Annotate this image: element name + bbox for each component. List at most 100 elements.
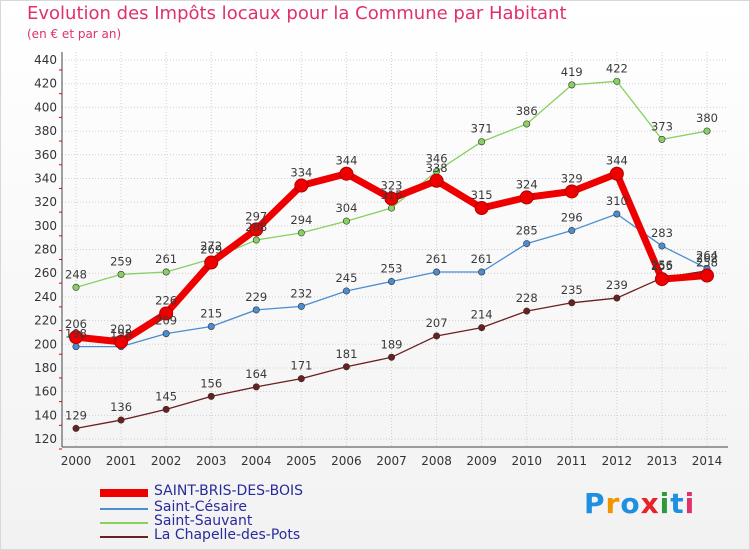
data-point-saint-sauvant: [613, 77, 621, 85]
data-point-saint-bris-des-bois: [609, 166, 624, 181]
legend-swatch: [100, 522, 148, 524]
legend-label: Saint-Césaire: [154, 499, 247, 515]
chart-title: Evolution des Impôts locaux pour la Comm…: [27, 3, 567, 24]
data-label-saint-bris-des-bois: 269: [200, 243, 222, 257]
data-point-saint-sauvant: [162, 268, 170, 276]
brand-letter: i: [684, 487, 696, 520]
y-tick-label: 400: [34, 100, 57, 114]
y-tick-label: 300: [34, 219, 57, 233]
y-tick-label: 180: [34, 361, 57, 375]
data-label-saint-bris-des-bois: 324: [516, 177, 538, 191]
data-label-saint-bris-des-bois: 344: [606, 154, 628, 168]
data-point-saint-sauvant: [297, 229, 305, 237]
legend-label: SAINT-BRIS-DES-BOIS: [154, 483, 304, 499]
legend-swatch: [100, 508, 148, 510]
data-point-la-chapelle-des-pots: [252, 383, 260, 391]
y-tick-label: 260: [34, 266, 57, 280]
brand-letter: x: [640, 487, 660, 520]
data-label-saint-cesaire: 198: [65, 327, 87, 341]
data-label-saint-cesaire: 253: [381, 261, 403, 275]
data-label-la-chapelle-des-pots: 156: [200, 376, 222, 390]
data-point-saint-bris-des-bois: [159, 306, 174, 321]
data-label-la-chapelle-des-pots: 171: [290, 359, 312, 373]
data-label-saint-bris-des-bois: 323: [381, 179, 403, 193]
data-point-saint-bris-des-bois: [654, 272, 669, 287]
x-tick-label: 2007: [376, 454, 407, 468]
y-tick-label: 120: [34, 432, 57, 446]
data-point-saint-bris-des-bois: [249, 222, 264, 237]
data-label-saint-cesaire: 229: [245, 290, 267, 304]
y-tick-label: 380: [34, 124, 57, 138]
y-tick-label: 340: [34, 171, 57, 185]
data-point-saint-bris-des-bois: [384, 191, 399, 206]
data-point-saint-sauvant: [703, 127, 711, 135]
data-label-saint-cesaire: 245: [335, 271, 357, 285]
data-point-la-chapelle-des-pots: [117, 416, 125, 424]
data-label-saint-bris-des-bois: 226: [155, 293, 177, 307]
data-label-saint-sauvant: 373: [651, 119, 673, 133]
data-label-saint-sauvant: 419: [561, 65, 583, 79]
legend-label: La Chapelle-des-Pots: [154, 527, 301, 543]
x-tick-label: 2009: [466, 454, 497, 468]
data-label-saint-sauvant: 371: [471, 122, 493, 136]
data-label-saint-sauvant: 288: [245, 220, 267, 234]
data-point-saint-cesaire: [568, 227, 576, 235]
data-point-saint-sauvant: [478, 138, 486, 146]
brand-letter: o: [620, 487, 641, 520]
y-tick-label: 280: [34, 243, 57, 257]
data-label-saint-sauvant: 248: [65, 267, 87, 281]
data-label-la-chapelle-des-pots: 235: [561, 283, 583, 297]
data-label-saint-cesaire: 198: [110, 327, 132, 341]
y-tick-label: 320: [34, 195, 57, 209]
data-point-la-chapelle-des-pots: [207, 392, 215, 400]
y-tick-label: 440: [34, 53, 57, 67]
y-tick-label: 200: [34, 337, 57, 351]
data-point-saint-bris-des-bois: [700, 268, 714, 283]
data-point-saint-sauvant: [387, 204, 395, 212]
data-point-la-chapelle-des-pots: [387, 353, 395, 361]
x-tick-label: 2013: [647, 454, 678, 468]
data-label-saint-sauvant: 272: [200, 239, 222, 253]
data-label-saint-sauvant: 294: [290, 213, 312, 227]
x-tick-label: 2004: [241, 454, 272, 468]
data-label-la-chapelle-des-pots: 189: [381, 337, 403, 351]
data-point-saint-sauvant: [658, 135, 666, 143]
brand-letter: i: [659, 487, 671, 520]
data-label-saint-bris-des-bois: 206: [65, 317, 87, 331]
data-label-la-chapelle-des-pots: 164: [245, 367, 267, 381]
data-label-saint-sauvant: 304: [335, 201, 357, 215]
legend-label: Saint-Sauvant: [154, 513, 253, 529]
data-point-la-chapelle-des-pots: [568, 299, 576, 307]
data-point-saint-cesaire: [433, 268, 441, 276]
data-point-saint-sauvant: [523, 120, 531, 128]
y-tick-label: 140: [34, 408, 57, 422]
data-point-saint-sauvant: [72, 283, 80, 291]
data-label-la-chapelle-des-pots: 239: [606, 278, 628, 292]
y-tick-label: 420: [34, 77, 57, 91]
data-label-saint-cesaire: 285: [516, 224, 538, 238]
data-label-saint-cesaire: 209: [155, 314, 177, 328]
data-point-saint-cesaire: [523, 240, 531, 248]
brand-letter: t: [670, 487, 685, 520]
data-label-saint-sauvant: 259: [110, 254, 132, 268]
data-point-saint-bris-des-bois: [294, 178, 309, 193]
y-tick-label: 220: [34, 314, 57, 328]
data-label-la-chapelle-des-pots: 145: [155, 389, 177, 403]
data-label-saint-cesaire: 261: [471, 252, 493, 266]
data-label-saint-cesaire: 264: [696, 248, 718, 262]
y-tick-label: 160: [34, 385, 57, 399]
data-point-la-chapelle-des-pots: [297, 375, 305, 383]
data-point-saint-cesaire: [72, 343, 80, 351]
data-point-saint-cesaire: [162, 330, 170, 338]
data-point-saint-cesaire: [297, 302, 305, 310]
data-point-la-chapelle-des-pots: [433, 332, 441, 340]
data-point-saint-bris-des-bois: [204, 255, 219, 270]
x-tick-label: 2002: [151, 454, 182, 468]
data-point-saint-cesaire: [387, 277, 395, 285]
data-label-saint-bris-des-bois: 334: [290, 166, 312, 180]
x-tick-label: 2008: [421, 454, 452, 468]
data-point-saint-cesaire: [207, 322, 215, 330]
data-label-la-chapelle-des-pots: 181: [335, 347, 357, 361]
data-point-la-chapelle-des-pots: [523, 307, 531, 315]
x-tick-label: 2001: [106, 454, 137, 468]
